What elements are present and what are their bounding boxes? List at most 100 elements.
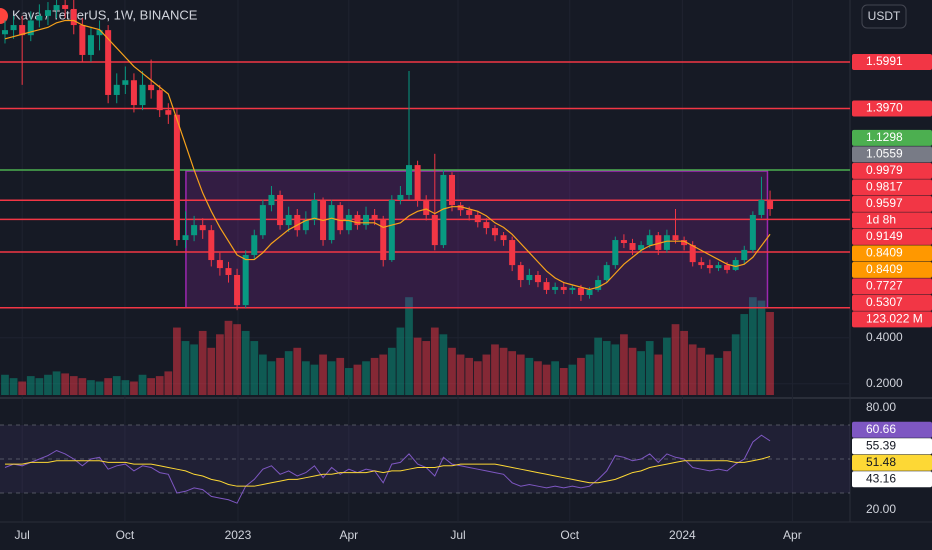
candle-body	[337, 205, 344, 231]
volume-bar	[723, 351, 731, 395]
volume-bar	[396, 327, 405, 395]
price-tag-label: 0.7727	[866, 279, 903, 293]
volume-bar	[130, 381, 138, 395]
candle-body	[191, 225, 198, 236]
volume-bar	[688, 344, 697, 395]
candle-body	[448, 174, 456, 206]
candle-body	[302, 220, 309, 231]
candle-body	[595, 280, 602, 290]
volume-bar	[671, 324, 680, 395]
candle-body	[79, 25, 86, 55]
candle-body	[474, 214, 481, 223]
volume-bar	[78, 378, 87, 395]
candle-body	[36, 15, 43, 21]
candle-body	[689, 245, 696, 263]
range-box	[185, 170, 769, 309]
volume-bar	[516, 354, 525, 395]
rsi-line	[4, 456, 771, 487]
candle-body	[242, 254, 249, 306]
candle-body	[380, 220, 387, 261]
y-tick-label: 0.4000	[866, 330, 903, 344]
volume-bar	[293, 347, 302, 395]
volume-bar	[422, 341, 431, 395]
volume-bar	[680, 330, 688, 395]
candle-body	[148, 84, 155, 91]
price-tag-label: 1.5991	[866, 54, 903, 68]
candle-body	[44, 10, 51, 16]
candle-body	[724, 265, 731, 270]
volume-bar	[551, 361, 560, 395]
y-tick-label: 0.2000	[866, 376, 903, 390]
volume-bar	[9, 378, 18, 395]
price-tag-label: 43.16	[866, 471, 896, 485]
volume-bar	[456, 354, 465, 395]
price-tag-label: 60.66	[866, 422, 896, 436]
candle-body	[646, 235, 653, 246]
price-tag	[852, 162, 932, 179]
x-tick-label: Jul	[15, 528, 30, 542]
price-tag	[852, 278, 932, 295]
volume-bar	[18, 381, 27, 395]
currency-button[interactable]	[861, 4, 907, 29]
candle-body	[706, 265, 713, 269]
volume-bar	[585, 354, 594, 395]
volume-bar	[748, 297, 757, 395]
volume-bar	[95, 381, 104, 395]
volume-bar	[353, 364, 362, 395]
candle-body	[534, 274, 541, 283]
candle-body	[225, 268, 232, 275]
price-tag-label: 0.9149	[866, 229, 903, 243]
candle-body	[371, 214, 378, 221]
candle-body	[457, 205, 464, 211]
volume-bar	[559, 368, 568, 395]
price-tag	[852, 146, 932, 163]
candle-body	[509, 240, 516, 266]
price-tag	[852, 245, 932, 262]
candle-body	[483, 222, 490, 229]
volume-bar	[319, 354, 327, 395]
candle-body	[552, 286, 559, 290]
volume-bar	[620, 334, 628, 395]
price-tag-label: 1.0559	[866, 147, 903, 161]
candle-body	[268, 194, 275, 206]
candle-body	[612, 240, 619, 266]
chart-title: Kava / TetherUS, 1W, BINANCE	[12, 7, 198, 22]
volume-bar	[26, 376, 35, 395]
candle-body	[105, 30, 112, 95]
volume-bar	[121, 380, 130, 395]
candle-body	[620, 240, 627, 244]
candle-body	[414, 165, 421, 201]
volume-bar	[663, 337, 671, 395]
candle-body	[208, 230, 215, 261]
candle-body	[251, 235, 258, 255]
x-tick-label: Apr	[783, 528, 802, 542]
volume-bar	[706, 354, 714, 395]
candle-body	[440, 174, 447, 246]
candle-body	[294, 214, 301, 231]
candle-body	[354, 214, 361, 226]
candle-body	[698, 262, 705, 266]
volume-bar	[259, 354, 267, 395]
price-tag-label: 0.9597	[866, 196, 903, 210]
candle-body	[749, 214, 756, 250]
rsi-tick-label: 20.00	[866, 502, 896, 516]
volume-bar	[491, 344, 499, 395]
candle-body	[672, 235, 679, 241]
candle-body	[216, 260, 223, 269]
price-tag-label: 51.48	[866, 455, 896, 469]
volume-bar	[276, 357, 284, 395]
candle-body	[715, 265, 722, 269]
volume-bar	[216, 334, 224, 395]
candle-body	[87, 35, 94, 55]
volume-bar	[267, 361, 276, 395]
volume-bar	[138, 374, 147, 395]
currency-label[interactable]: USDT	[868, 9, 901, 23]
x-tick-label: 2023	[225, 528, 252, 542]
candle-body	[732, 260, 739, 270]
candle-body	[1, 30, 8, 35]
candle-body	[130, 80, 137, 106]
candle-body	[345, 214, 352, 231]
candle-body	[311, 200, 318, 221]
volume-bar	[250, 341, 259, 395]
